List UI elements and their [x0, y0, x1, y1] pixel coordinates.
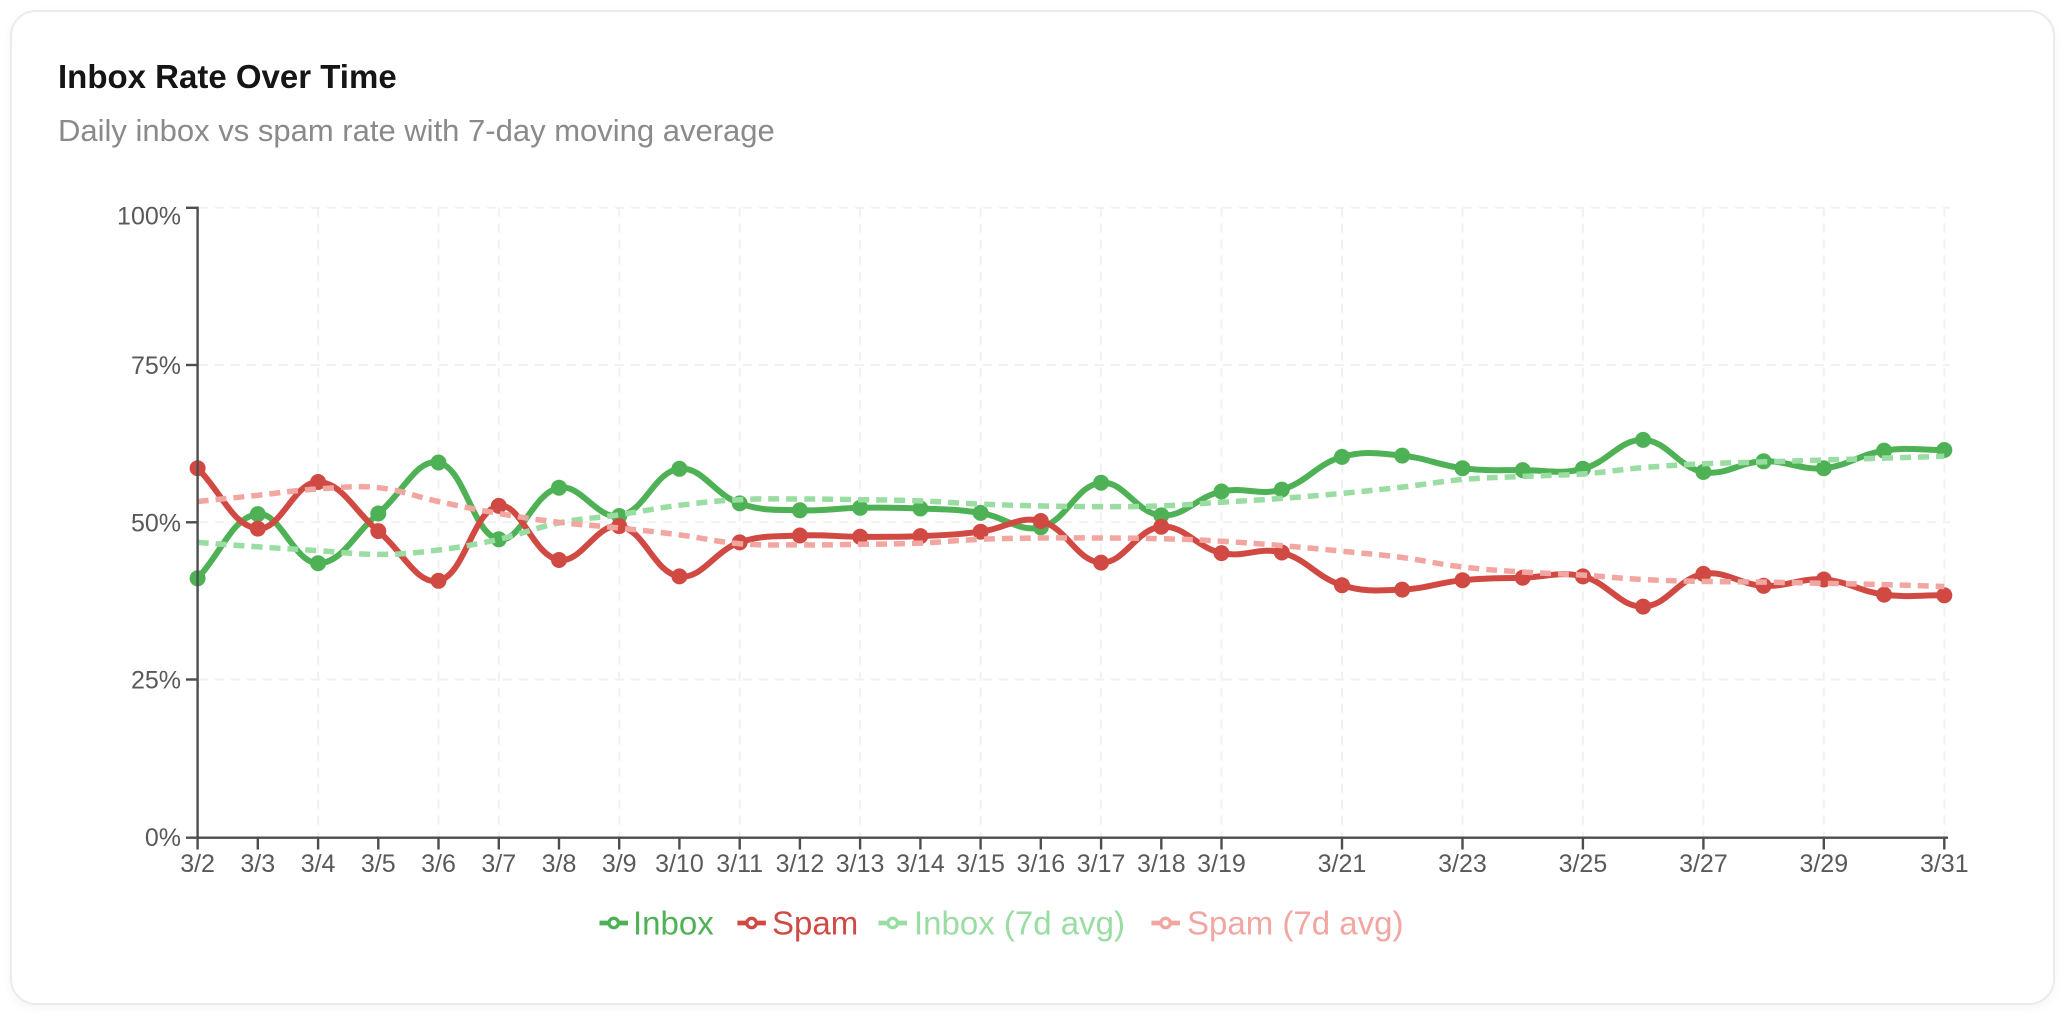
svg-text:3/21: 3/21 — [1318, 850, 1367, 878]
svg-text:3/6: 3/6 — [421, 850, 456, 878]
svg-text:3/3: 3/3 — [240, 850, 275, 878]
svg-text:100%: 100% — [117, 202, 181, 230]
svg-text:3/4: 3/4 — [301, 850, 336, 878]
svg-text:3/19: 3/19 — [1197, 850, 1246, 878]
svg-text:Inbox: Inbox — [633, 905, 714, 942]
svg-text:3/13: 3/13 — [836, 850, 885, 878]
svg-text:50%: 50% — [131, 509, 181, 537]
svg-text:Inbox Rate Over Time: Inbox Rate Over Time — [58, 58, 397, 95]
svg-text:3/25: 3/25 — [1559, 850, 1608, 878]
svg-text:Spam (7d avg): Spam (7d avg) — [1187, 905, 1403, 942]
svg-text:3/27: 3/27 — [1679, 850, 1728, 878]
svg-text:Spam: Spam — [772, 905, 858, 942]
svg-text:Inbox (7d avg): Inbox (7d avg) — [914, 905, 1125, 942]
svg-text:3/14: 3/14 — [896, 850, 945, 878]
svg-text:3/17: 3/17 — [1077, 850, 1126, 878]
svg-text:3/8: 3/8 — [542, 850, 577, 878]
svg-text:3/11: 3/11 — [716, 850, 763, 878]
svg-text:3/15: 3/15 — [956, 850, 1005, 878]
svg-text:0%: 0% — [145, 824, 181, 852]
svg-text:3/23: 3/23 — [1438, 850, 1487, 878]
svg-text:3/29: 3/29 — [1799, 850, 1848, 878]
svg-text:3/16: 3/16 — [1016, 850, 1065, 878]
svg-text:25%: 25% — [131, 667, 181, 695]
svg-text:3/2: 3/2 — [180, 850, 215, 878]
svg-text:3/9: 3/9 — [602, 850, 637, 878]
svg-text:3/5: 3/5 — [361, 850, 396, 878]
svg-text:75%: 75% — [131, 352, 181, 380]
svg-text:3/31: 3/31 — [1920, 850, 1969, 878]
svg-text:3/7: 3/7 — [481, 850, 516, 878]
svg-text:3/18: 3/18 — [1137, 850, 1186, 878]
svg-text:3/10: 3/10 — [655, 850, 704, 878]
svg-text:Daily inbox vs spam rate with: Daily inbox vs spam rate with 7-day movi… — [58, 113, 775, 148]
svg-text:3/12: 3/12 — [776, 850, 825, 878]
